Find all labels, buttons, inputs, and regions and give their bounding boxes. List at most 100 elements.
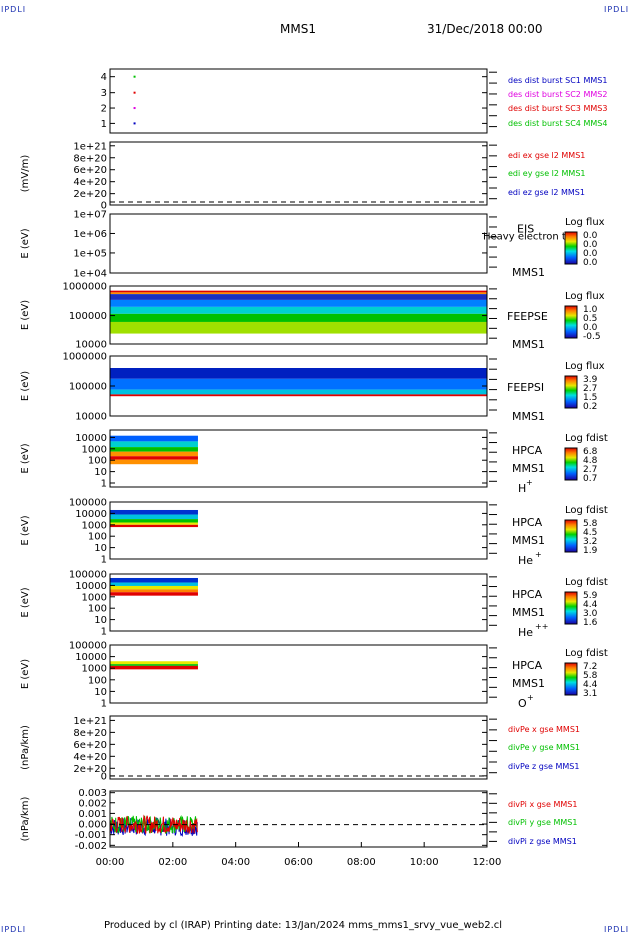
p8-mms: MMS1 bbox=[512, 606, 545, 619]
p8-heat-band-0 bbox=[110, 577, 198, 583]
p9-ytick-0: 100000 bbox=[69, 641, 107, 652]
p8-instrument: HPCA bbox=[512, 588, 543, 601]
p9-ylabel: E (eV) bbox=[20, 659, 31, 689]
p3-colorbar bbox=[565, 232, 577, 264]
p8-ytick-4: 10 bbox=[94, 615, 107, 626]
p10-ylabel: (nPa/km) bbox=[20, 725, 31, 770]
p8-species: He bbox=[518, 626, 533, 639]
p7-mms: MMS1 bbox=[512, 534, 545, 547]
p6-instrument: HPCA bbox=[512, 444, 543, 457]
p3-cbar-tick-1: 0.0 bbox=[583, 240, 598, 250]
xtick-3: 06:00 bbox=[284, 857, 313, 868]
p3-ytick-3: 1e+04 bbox=[73, 269, 107, 280]
p7-cbar-tick-0: 5.8 bbox=[583, 519, 598, 529]
p2-legend-2: edi ez gse l2 MMS1 bbox=[508, 188, 585, 197]
p2-legend-1: edi ey gse l2 MMS1 bbox=[508, 169, 586, 178]
p11-ytick-3: 0.000 bbox=[78, 820, 107, 831]
p7-ytick-2: 1000 bbox=[82, 520, 107, 531]
p6-heat-band-1 bbox=[110, 441, 198, 448]
p1-frame bbox=[109, 68, 488, 134]
p8-heat-band-2 bbox=[110, 585, 198, 590]
p2-ytick-2: 6e+20 bbox=[73, 165, 107, 176]
p6-cbar-tick-2: 2.7 bbox=[583, 465, 597, 475]
p9-ytick-4: 10 bbox=[94, 687, 107, 698]
p3-frame bbox=[109, 213, 488, 274]
p7-cbar-tick-1: 4.5 bbox=[583, 528, 597, 538]
p1-ytick-2: 2 bbox=[101, 104, 107, 115]
p1-legend-1: des dist burst SC2 MMS2 bbox=[508, 90, 607, 99]
p6-cbar-tick-1: 4.8 bbox=[583, 456, 598, 466]
p4-ytick-1: 100000 bbox=[69, 311, 107, 322]
p8-ylabel: E (eV) bbox=[20, 587, 31, 617]
p8-ytick-3: 100 bbox=[88, 604, 107, 615]
p8-colorbar-frame bbox=[564, 591, 578, 625]
p7-species: He bbox=[518, 554, 533, 567]
p1-burst-mark-1 bbox=[133, 91, 136, 94]
xtick-0: 00:00 bbox=[96, 857, 125, 868]
p8-cbar-title: Log fdist bbox=[565, 577, 608, 588]
p5-heat-band-0 bbox=[110, 368, 487, 379]
p8-cbar-tick-0: 5.9 bbox=[583, 591, 598, 601]
p9-mms: MMS1 bbox=[512, 677, 545, 690]
p4-heat-band-1 bbox=[110, 292, 487, 295]
p9-cbar-tick-2: 4.4 bbox=[583, 680, 598, 690]
p6-cbar-tick-3: 0.7 bbox=[583, 474, 597, 484]
p7-ytick-3: 100 bbox=[88, 532, 107, 543]
p10-legend-2: divPe z gse MMS1 bbox=[508, 762, 579, 771]
p3-cbar-title: Log flux bbox=[565, 217, 605, 228]
p9-charge: + bbox=[527, 693, 534, 702]
p3-ytick-2: 1e+05 bbox=[73, 248, 107, 259]
xtick-5: 10:00 bbox=[410, 857, 439, 868]
spacecraft-title: MMS1 bbox=[280, 22, 316, 36]
p2-ylabel: (mV/m) bbox=[20, 155, 31, 193]
p4-heat-band-2 bbox=[110, 294, 487, 300]
p1-burst-mark-3 bbox=[133, 122, 136, 125]
p8-heat-band-1 bbox=[110, 582, 198, 586]
p6-cbar-title: Log fdist bbox=[565, 433, 608, 444]
p3-ytick-0: 1e+07 bbox=[73, 210, 107, 221]
p5-ylabel: E (eV) bbox=[20, 371, 31, 401]
p9-heat-band-1 bbox=[110, 664, 198, 666]
xtick-6: 12:00 bbox=[473, 857, 502, 868]
p5-heat-band-1 bbox=[110, 378, 487, 390]
p1-ytick-3: 1 bbox=[101, 119, 107, 130]
p6-colorbar-frame bbox=[564, 447, 578, 481]
p8-cbar-tick-3: 1.6 bbox=[583, 618, 598, 628]
p5-colorbar bbox=[565, 376, 577, 408]
p11-legend-0: divPi x gse MMS1 bbox=[508, 800, 577, 809]
xtick-4: 08:00 bbox=[347, 857, 376, 868]
p9-heat-band-2 bbox=[110, 665, 198, 670]
p8-cbar-tick-2: 3.0 bbox=[583, 609, 598, 619]
p8-ytick-1: 10000 bbox=[75, 581, 107, 592]
p7-ytick-1: 10000 bbox=[75, 509, 107, 520]
p7-cbar-tick-3: 1.9 bbox=[583, 546, 598, 556]
p1-burst-mark-2 bbox=[133, 107, 136, 110]
p6-mms: MMS1 bbox=[512, 462, 545, 475]
stacked-chart: 4 3 2 1 des dist burst SC1 MMS1 des dist burs… bbox=[20, 68, 608, 868]
p9-ytick-1: 10000 bbox=[75, 652, 107, 663]
p5-cbar-tick-1: 2.7 bbox=[583, 384, 597, 394]
p5-cbar-tick-3: 0.2 bbox=[583, 402, 597, 412]
p7-colorbar bbox=[565, 520, 577, 552]
p8-ytick-5: 1 bbox=[101, 627, 107, 638]
p7-ytick-0: 100000 bbox=[69, 498, 107, 509]
p7-instrument: HPCA bbox=[512, 516, 543, 529]
p10-frame bbox=[109, 715, 488, 780]
p6-ytick-4: 1 bbox=[101, 479, 107, 490]
p5-mms: MMS1 bbox=[512, 410, 545, 423]
p1-legend-3: des dist burst SC4 MMS4 bbox=[508, 119, 607, 128]
p6-ytick-3: 10 bbox=[94, 467, 107, 478]
p6-species: H bbox=[518, 482, 526, 495]
p4-ytick-2: 10000 bbox=[75, 340, 107, 351]
p4-heat-band-6 bbox=[110, 321, 487, 334]
p9-colorbar-frame bbox=[564, 662, 578, 696]
p4-cbar-title: Log flux bbox=[565, 291, 605, 302]
p4-colorbar bbox=[565, 306, 577, 338]
corner-label-tr: IPDLI bbox=[604, 5, 630, 14]
p10-legend-0: divPe x gse MMS1 bbox=[508, 725, 580, 734]
p10-ytick-5: 0 bbox=[101, 771, 107, 782]
p4-cbar-tick-0: 1.0 bbox=[583, 305, 598, 315]
p6-ytick-1: 1000 bbox=[82, 444, 107, 455]
p11-ytick-1: 0.002 bbox=[78, 798, 107, 809]
p3-instrument: EIS bbox=[517, 223, 534, 236]
